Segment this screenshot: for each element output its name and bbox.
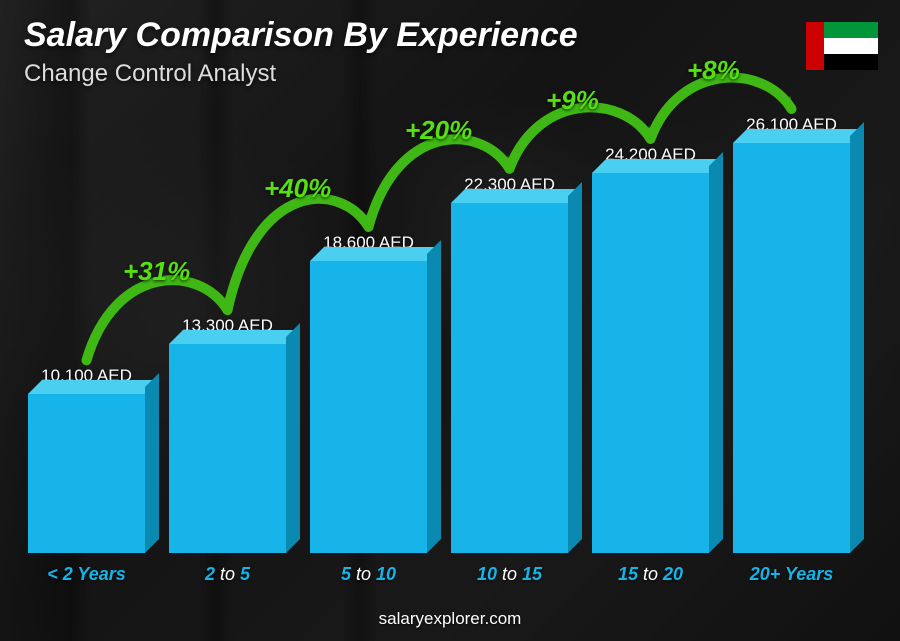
page-subtitle: Change Control Analyst [24,60,276,88]
increase-pct-label: +8% [687,55,740,86]
flag-uae-icon [806,22,878,70]
bar-chart: 10,100 AED13,300 AED18,600 AED22,300 AED… [28,101,850,581]
increase-arc-icon [28,101,850,581]
content-root: Salary Comparison By Experience Change C… [0,0,900,641]
footer-credit: salaryexplorer.com [0,609,900,629]
page-title: Salary Comparison By Experience [24,16,578,55]
